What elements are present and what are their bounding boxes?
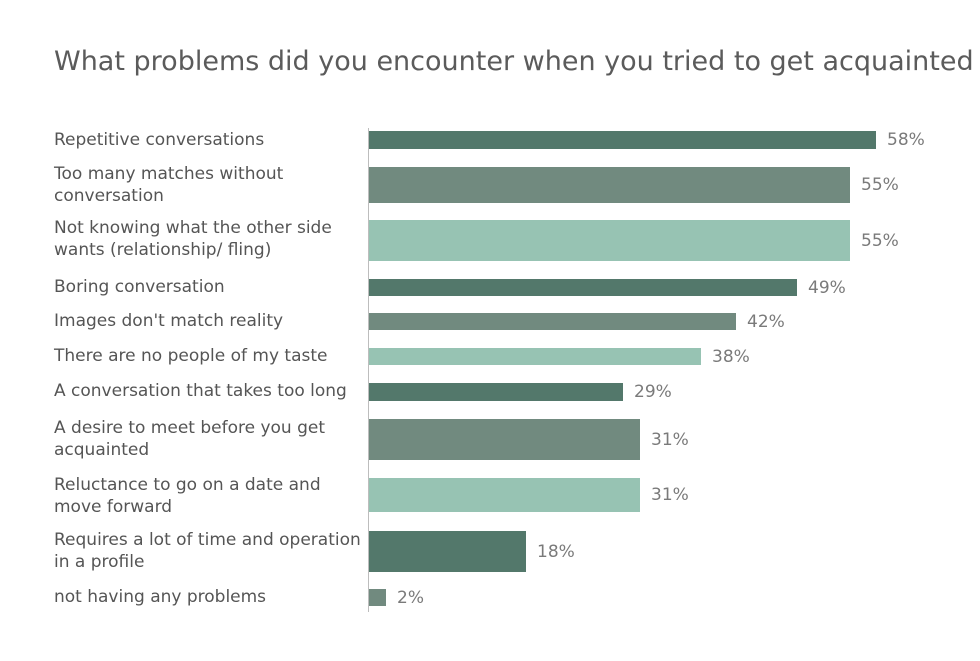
value-label: 31%	[651, 429, 689, 450]
bar	[369, 220, 850, 261]
bar	[369, 348, 701, 365]
category-label: Boring conversation	[54, 277, 225, 297]
category-label: Images don't match reality	[54, 311, 284, 331]
category-label: Not knowing what the other side wants (r…	[54, 218, 332, 260]
value-label: 55%	[861, 175, 899, 195]
category-label: Reluctance to go on a date and move forw…	[54, 475, 321, 517]
bar	[369, 167, 850, 203]
value-label: 58%	[887, 130, 925, 150]
bar	[369, 313, 736, 330]
value-label: 38%	[712, 346, 750, 367]
value-label: 55%	[861, 230, 899, 251]
bar	[369, 478, 640, 512]
category-label: Requires a lot of time and operation in …	[54, 530, 361, 572]
value-label: 42%	[747, 311, 785, 332]
chart-title: What problems did you encounter when you…	[54, 46, 974, 77]
y-axis-line	[368, 128, 369, 612]
bar	[369, 383, 623, 401]
category-label: not having any problems	[54, 587, 267, 607]
value-label: 49%	[808, 277, 846, 298]
bar	[369, 131, 876, 149]
bar	[369, 531, 526, 572]
bar	[369, 279, 797, 296]
value-label: 2%	[397, 587, 424, 608]
category-label: There are no people of my taste	[54, 346, 328, 366]
category-label: Repetitive conversations	[54, 130, 265, 150]
category-label: A desire to meet before you get acquaint…	[54, 418, 326, 460]
bar	[369, 419, 640, 460]
category-label: A conversation that takes too long	[54, 381, 347, 401]
value-label: 31%	[651, 485, 689, 505]
value-label: 29%	[634, 382, 672, 402]
bar	[369, 589, 386, 606]
value-label: 18%	[537, 541, 575, 562]
category-label: Too many matches without conversation	[54, 164, 284, 206]
